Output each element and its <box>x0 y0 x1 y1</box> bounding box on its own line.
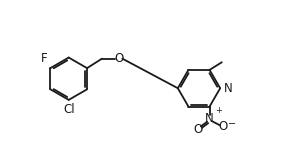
Text: F: F <box>41 52 47 65</box>
Text: N: N <box>205 112 214 125</box>
Text: Cl: Cl <box>63 103 74 116</box>
Text: O: O <box>114 52 124 65</box>
Text: +: + <box>216 106 222 115</box>
Text: −: − <box>228 119 236 129</box>
Text: O: O <box>218 120 228 133</box>
Text: O: O <box>194 123 203 136</box>
Text: N: N <box>224 82 232 95</box>
